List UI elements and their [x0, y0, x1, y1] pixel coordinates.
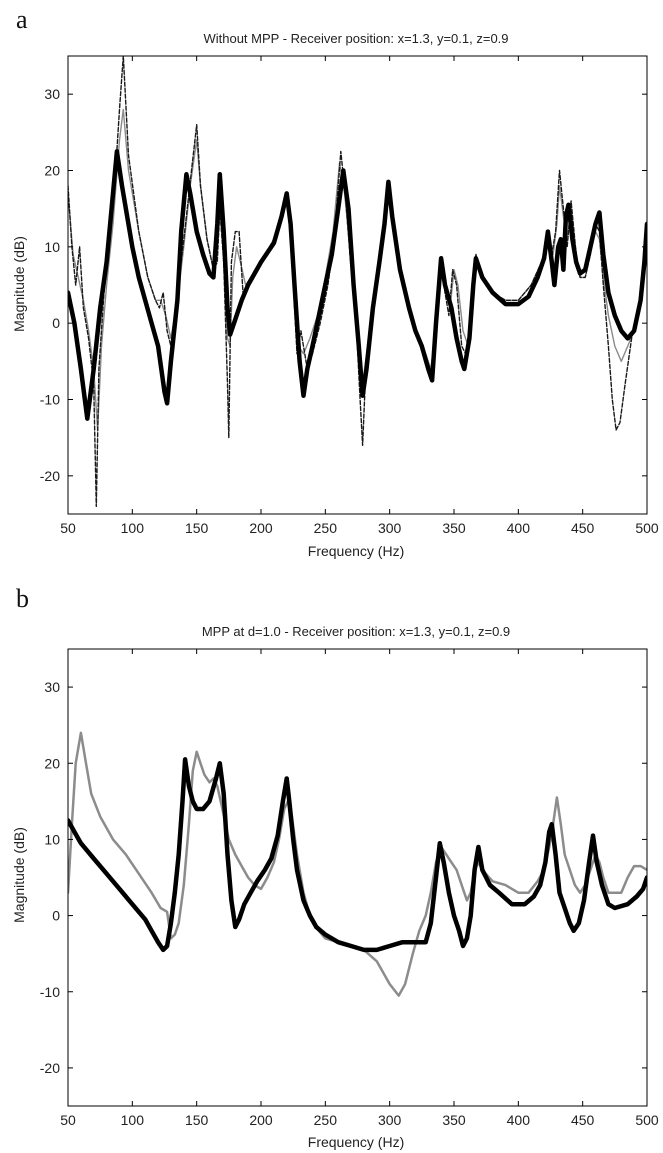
panel-b-xtick-label: 50	[60, 1112, 76, 1128]
panel-b-ytick-label: 10	[44, 831, 60, 847]
panel-a-ytick-label: -20	[40, 468, 60, 484]
panel-a-xtick-label: 300	[378, 520, 402, 536]
panel-b-plot-area: 50 100 150 200 250 300 350 400 450 500 -20 -10 0 10 20…	[40, 648, 659, 1128]
panel-a-ytick-label: -10	[40, 392, 60, 408]
panel-b-xtick-label: 200	[249, 1112, 273, 1128]
panel-a-xlabel: Frequency (Hz)	[308, 543, 404, 559]
panel-b-xtick-label: 250	[314, 1112, 338, 1128]
panel-b-xtick-label: 500	[635, 1112, 659, 1128]
panel-a-xtick-label: 400	[507, 520, 531, 536]
panel-a-title: Without MPP - Receiver position: x=1.3, …	[203, 31, 508, 46]
panel-a-series-1-line	[68, 149, 647, 421]
panel-b-xtick-label: 350	[442, 1112, 466, 1128]
panel-b-ytick-label: 30	[44, 679, 60, 695]
panel-a-plot-area: 50 100 150 200 250 300 350 400 450 500 -20 -10 0 10 20…	[40, 55, 659, 536]
panel-a-xtick-label: 250	[314, 520, 338, 536]
panel-a-ytick-label: 10	[44, 239, 60, 255]
panel-a-axes-frame	[67, 55, 648, 515]
panel-b-letter: b	[16, 584, 29, 613]
panel-a-xtick-label: 450	[571, 520, 595, 536]
panel-b-ytick-label: -10	[40, 984, 60, 1000]
panel-b-xtick-label: 150	[185, 1112, 209, 1128]
panel-b-ytick-label: 0	[52, 908, 60, 924]
panel-b-ytick-label: -20	[40, 1060, 60, 1076]
panel-b-xlabel: Frequency (Hz)	[308, 1134, 404, 1150]
panel-a-xtick-label: 150	[185, 520, 209, 536]
panel-a-ytick-label: 30	[44, 86, 60, 102]
panel-a-xtick-label: 500	[635, 520, 659, 536]
panel-b-title: MPP at d=1.0 - Receiver position: x=1.3,…	[202, 624, 510, 639]
panel-a: a Without MPP - Receiver position: x=1.3…	[11, 5, 659, 559]
panel-b-ylabel: Magnitude (dB)	[11, 827, 27, 923]
panel-b-xtick-label: 100	[121, 1112, 145, 1128]
panel-a-xtick-label: 50	[60, 520, 76, 536]
panel-b-ytick-label: 20	[44, 755, 60, 771]
panel-b-xtick-label: 300	[378, 1112, 402, 1128]
panel-b: b MPP at d=1.0 - Receiver position: x=1.…	[11, 584, 659, 1150]
panel-a-xtick-label: 200	[249, 520, 273, 536]
panel-b-series-2-line	[68, 757, 647, 953]
panel-b-xtick-label: 400	[507, 1112, 531, 1128]
panel-a-xtick-label: 100	[121, 520, 145, 536]
panel-a-ytick-label: 20	[44, 163, 60, 179]
panel-b-xtick-label: 450	[571, 1112, 595, 1128]
panel-a-letter: a	[16, 5, 28, 34]
panel-a-ylabel: Magnitude (dB)	[11, 236, 27, 332]
panel-a-ytick-label: 0	[52, 315, 60, 331]
panel-b-axes-frame	[67, 648, 648, 1107]
panel-a-xtick-label: 350	[442, 520, 466, 536]
